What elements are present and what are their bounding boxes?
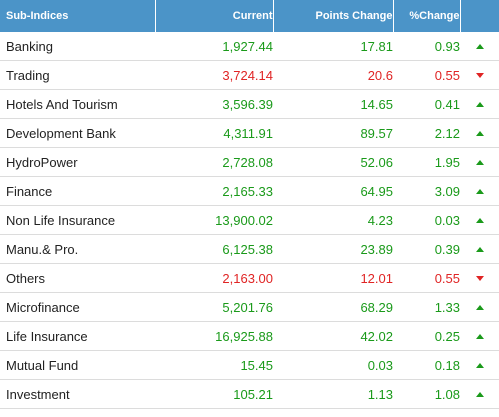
table-row[interactable]: Investment 105.21 1.13 1.08 xyxy=(0,379,499,409)
points-change-value: 42.02 xyxy=(273,321,393,351)
table-row[interactable]: Others 2,163.00 12.01 0.55 xyxy=(0,263,499,293)
trend-cell xyxy=(460,60,499,90)
sub-index-name[interactable]: Manu.& Pro. xyxy=(0,234,155,264)
arrow-up-icon xyxy=(475,334,484,339)
trend-cell xyxy=(460,176,499,206)
arrow-up-icon xyxy=(475,44,484,49)
points-change-value: 1.13 xyxy=(273,379,393,409)
arrow-up-icon xyxy=(475,131,484,136)
current-value: 15.45 xyxy=(155,350,273,380)
pct-change-value: 1.95 xyxy=(393,147,460,177)
pct-change-value: 2.12 xyxy=(393,118,460,148)
points-change-value: 4.23 xyxy=(273,205,393,235)
table-row[interactable]: Microfinance 5,201.76 68.29 1.33 xyxy=(0,292,499,322)
table-row[interactable]: HydroPower 2,728.08 52.06 1.95 xyxy=(0,147,499,177)
pct-change-value: 0.55 xyxy=(393,60,460,90)
sub-index-name[interactable]: Others xyxy=(0,263,155,293)
current-value: 3,596.39 xyxy=(155,89,273,119)
column-header-pct-change[interactable]: %Change xyxy=(393,0,461,32)
arrow-up-icon xyxy=(475,189,484,194)
table-row[interactable]: Development Bank 4,311.91 89.57 2.12 xyxy=(0,118,499,148)
table-row[interactable]: Life Insurance 16,925.88 42.02 0.25 xyxy=(0,321,499,351)
current-value: 2,163.00 xyxy=(155,263,273,293)
arrow-down-icon xyxy=(475,276,484,281)
column-header-current[interactable]: Current xyxy=(155,0,274,32)
pct-change-value: 1.08 xyxy=(393,379,460,409)
points-change-value: 12.01 xyxy=(273,263,393,293)
sub-index-name[interactable]: HydroPower xyxy=(0,147,155,177)
arrow-up-icon xyxy=(475,392,484,397)
pct-change-value: 0.25 xyxy=(393,321,460,351)
sub-index-name[interactable]: Investment xyxy=(0,379,155,409)
pct-change-value: 1.33 xyxy=(393,292,460,322)
trend-cell xyxy=(460,263,499,293)
sub-index-name[interactable]: Banking xyxy=(0,32,155,61)
table-row[interactable]: Trading 3,724.14 20.6 0.55 xyxy=(0,60,499,90)
sub-index-name[interactable]: Hotels And Tourism xyxy=(0,89,155,119)
points-change-value: 64.95 xyxy=(273,176,393,206)
arrow-up-icon xyxy=(475,160,484,165)
current-value: 105.21 xyxy=(155,379,273,409)
trend-cell xyxy=(460,350,499,380)
arrow-up-icon xyxy=(475,218,484,223)
sub-index-name[interactable]: Life Insurance xyxy=(0,321,155,351)
trend-cell xyxy=(460,32,499,61)
pct-change-value: 0.39 xyxy=(393,234,460,264)
trend-cell xyxy=(460,147,499,177)
table-row[interactable]: Mutual Fund 15.45 0.03 0.18 xyxy=(0,350,499,380)
table-row[interactable]: Finance 2,165.33 64.95 3.09 xyxy=(0,176,499,206)
sub-index-name[interactable]: Non Life Insurance xyxy=(0,205,155,235)
pct-change-value: 0.93 xyxy=(393,32,460,61)
pct-change-value: 0.03 xyxy=(393,205,460,235)
trend-cell xyxy=(460,292,499,322)
table-row[interactable]: Banking 1,927.44 17.81 0.93 xyxy=(0,32,499,61)
pct-change-value: 0.55 xyxy=(393,263,460,293)
current-value: 4,311.91 xyxy=(155,118,273,148)
points-change-value: 20.6 xyxy=(273,60,393,90)
trend-cell xyxy=(460,118,499,148)
trend-cell xyxy=(460,379,499,409)
points-change-value: 23.89 xyxy=(273,234,393,264)
column-header-trend xyxy=(460,0,499,32)
pct-change-value: 3.09 xyxy=(393,176,460,206)
points-change-value: 14.65 xyxy=(273,89,393,119)
table-row[interactable]: Hotels And Tourism 3,596.39 14.65 0.41 xyxy=(0,89,499,119)
pct-change-value: 0.18 xyxy=(393,350,460,380)
points-change-value: 68.29 xyxy=(273,292,393,322)
current-value: 2,165.33 xyxy=(155,176,273,206)
table-row[interactable]: Non Life Insurance 13,900.02 4.23 0.03 xyxy=(0,205,499,235)
arrow-up-icon xyxy=(475,363,484,368)
table-row[interactable]: Manu.& Pro. 6,125.38 23.89 0.39 xyxy=(0,234,499,264)
arrow-down-icon xyxy=(475,73,484,78)
trend-cell xyxy=(460,89,499,119)
pct-change-value: 0.41 xyxy=(393,89,460,119)
points-change-value: 17.81 xyxy=(273,32,393,61)
trend-cell xyxy=(460,205,499,235)
sub-index-name[interactable]: Development Bank xyxy=(0,118,155,148)
trend-cell xyxy=(460,234,499,264)
current-value: 2,728.08 xyxy=(155,147,273,177)
current-value: 13,900.02 xyxy=(155,205,273,235)
column-header-points-change[interactable]: Points Change xyxy=(273,0,394,32)
points-change-value: 52.06 xyxy=(273,147,393,177)
current-value: 1,927.44 xyxy=(155,32,273,61)
sub-index-name[interactable]: Trading xyxy=(0,60,155,90)
current-value: 5,201.76 xyxy=(155,292,273,322)
points-change-value: 89.57 xyxy=(273,118,393,148)
current-value: 3,724.14 xyxy=(155,60,273,90)
table-header-row: Sub-Indices Current Points Change %Chang… xyxy=(0,0,499,32)
arrow-up-icon xyxy=(475,102,484,107)
current-value: 16,925.88 xyxy=(155,321,273,351)
arrow-up-icon xyxy=(475,247,484,252)
column-header-sub-indices[interactable]: Sub-Indices xyxy=(0,0,156,32)
sub-index-name[interactable]: Microfinance xyxy=(0,292,155,322)
sub-index-name[interactable]: Mutual Fund xyxy=(0,350,155,380)
current-value: 6,125.38 xyxy=(155,234,273,264)
sub-index-name[interactable]: Finance xyxy=(0,176,155,206)
trend-cell xyxy=(460,321,499,351)
points-change-value: 0.03 xyxy=(273,350,393,380)
arrow-up-icon xyxy=(475,305,484,310)
